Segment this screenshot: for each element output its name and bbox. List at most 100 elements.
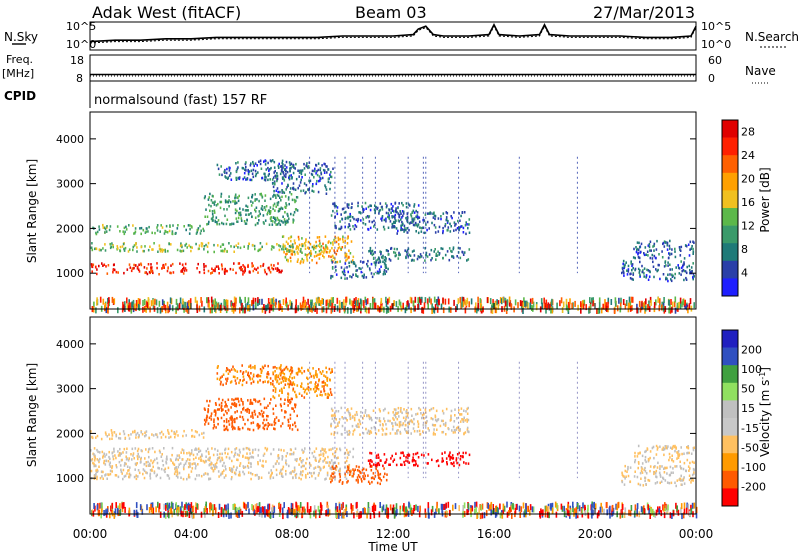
data-cell <box>228 176 230 179</box>
data-cell <box>325 248 327 251</box>
data-cell <box>225 382 227 385</box>
data-cell <box>363 276 365 279</box>
data-cell <box>452 255 454 258</box>
data-cell <box>676 465 678 468</box>
data-cell <box>245 214 247 217</box>
data-cell <box>480 303 482 309</box>
data-cell <box>112 297 114 303</box>
data-cell <box>318 191 320 194</box>
data-cell <box>114 298 116 304</box>
data-cell <box>93 503 95 509</box>
data-cell <box>350 252 352 255</box>
data-cell <box>209 210 211 213</box>
data-cell <box>657 462 659 465</box>
data-cell <box>200 297 202 303</box>
data-cell <box>245 456 247 459</box>
data-cell <box>411 408 413 411</box>
data-cell <box>128 224 130 227</box>
data-cell <box>242 268 244 271</box>
data-cell <box>671 472 673 475</box>
data-cell <box>365 216 367 219</box>
data-cell <box>301 252 303 255</box>
data-cell <box>398 407 400 410</box>
data-cell <box>356 414 358 417</box>
data-cell <box>274 418 276 421</box>
data-cell <box>347 307 349 313</box>
data-cell <box>277 202 279 205</box>
data-cell <box>227 201 229 204</box>
data-cell <box>195 457 197 460</box>
data-cell <box>319 454 321 457</box>
data-cell <box>211 418 213 421</box>
data-cell <box>116 435 118 438</box>
data-cell <box>688 470 690 473</box>
data-cell <box>275 405 277 408</box>
data-cell <box>284 416 286 419</box>
data-cell <box>663 468 665 471</box>
data-cell <box>183 250 185 253</box>
data-cell <box>299 393 301 396</box>
data-cell <box>293 381 295 384</box>
data-cell <box>302 245 304 248</box>
data-cell <box>136 246 138 249</box>
data-cell <box>229 167 231 170</box>
data-cell <box>399 431 401 434</box>
data-cell <box>348 223 350 226</box>
data-cell <box>235 194 237 197</box>
data-cell <box>317 236 319 239</box>
data-cell <box>384 473 386 476</box>
data-cell <box>199 271 201 274</box>
data-cell <box>92 462 94 465</box>
data-cell <box>323 385 325 388</box>
data-cell <box>234 402 236 405</box>
data-cell <box>233 251 235 254</box>
data-cell <box>440 425 442 428</box>
data-cell <box>233 246 235 249</box>
data-cell <box>322 448 324 451</box>
data-cell <box>352 433 354 436</box>
data-cell <box>669 264 671 267</box>
data-cell <box>118 476 120 479</box>
data-cell <box>260 375 262 378</box>
data-cell <box>370 209 372 212</box>
data-cell <box>292 424 294 427</box>
data-cell <box>225 468 227 471</box>
data-cell <box>678 456 680 459</box>
data-cell <box>332 297 334 303</box>
data-cell <box>337 298 339 304</box>
data-cell <box>281 473 283 476</box>
data-cell <box>367 215 369 218</box>
data-cell <box>263 160 265 163</box>
data-cell <box>106 225 108 228</box>
data-cell <box>228 242 230 245</box>
data-cell <box>659 305 661 311</box>
data-cell <box>417 216 419 219</box>
data-cell <box>136 250 138 253</box>
data-cell <box>280 469 282 472</box>
data-cell <box>366 276 368 279</box>
data-cell <box>339 302 341 308</box>
data-cell <box>464 211 466 214</box>
data-cell <box>356 225 358 228</box>
data-cell <box>247 206 249 209</box>
data-cell <box>300 248 302 251</box>
data-cell <box>255 474 257 477</box>
data-cell <box>322 255 324 258</box>
data-cell <box>242 178 244 181</box>
data-cell <box>675 446 677 449</box>
data-cell <box>415 453 417 456</box>
data-cell <box>301 372 303 375</box>
data-cell <box>239 176 241 179</box>
data-cell <box>228 399 230 402</box>
data-cell <box>657 481 659 484</box>
data-cell <box>672 472 674 475</box>
data-cell <box>212 219 214 222</box>
nsearch-label: N.Search <box>745 30 799 44</box>
data-cell <box>649 246 651 249</box>
data-cell <box>352 225 354 228</box>
data-cell <box>373 410 375 413</box>
data-cell <box>278 503 280 509</box>
data-cell <box>297 170 299 173</box>
data-cell <box>170 272 172 275</box>
data-cell <box>384 420 386 423</box>
